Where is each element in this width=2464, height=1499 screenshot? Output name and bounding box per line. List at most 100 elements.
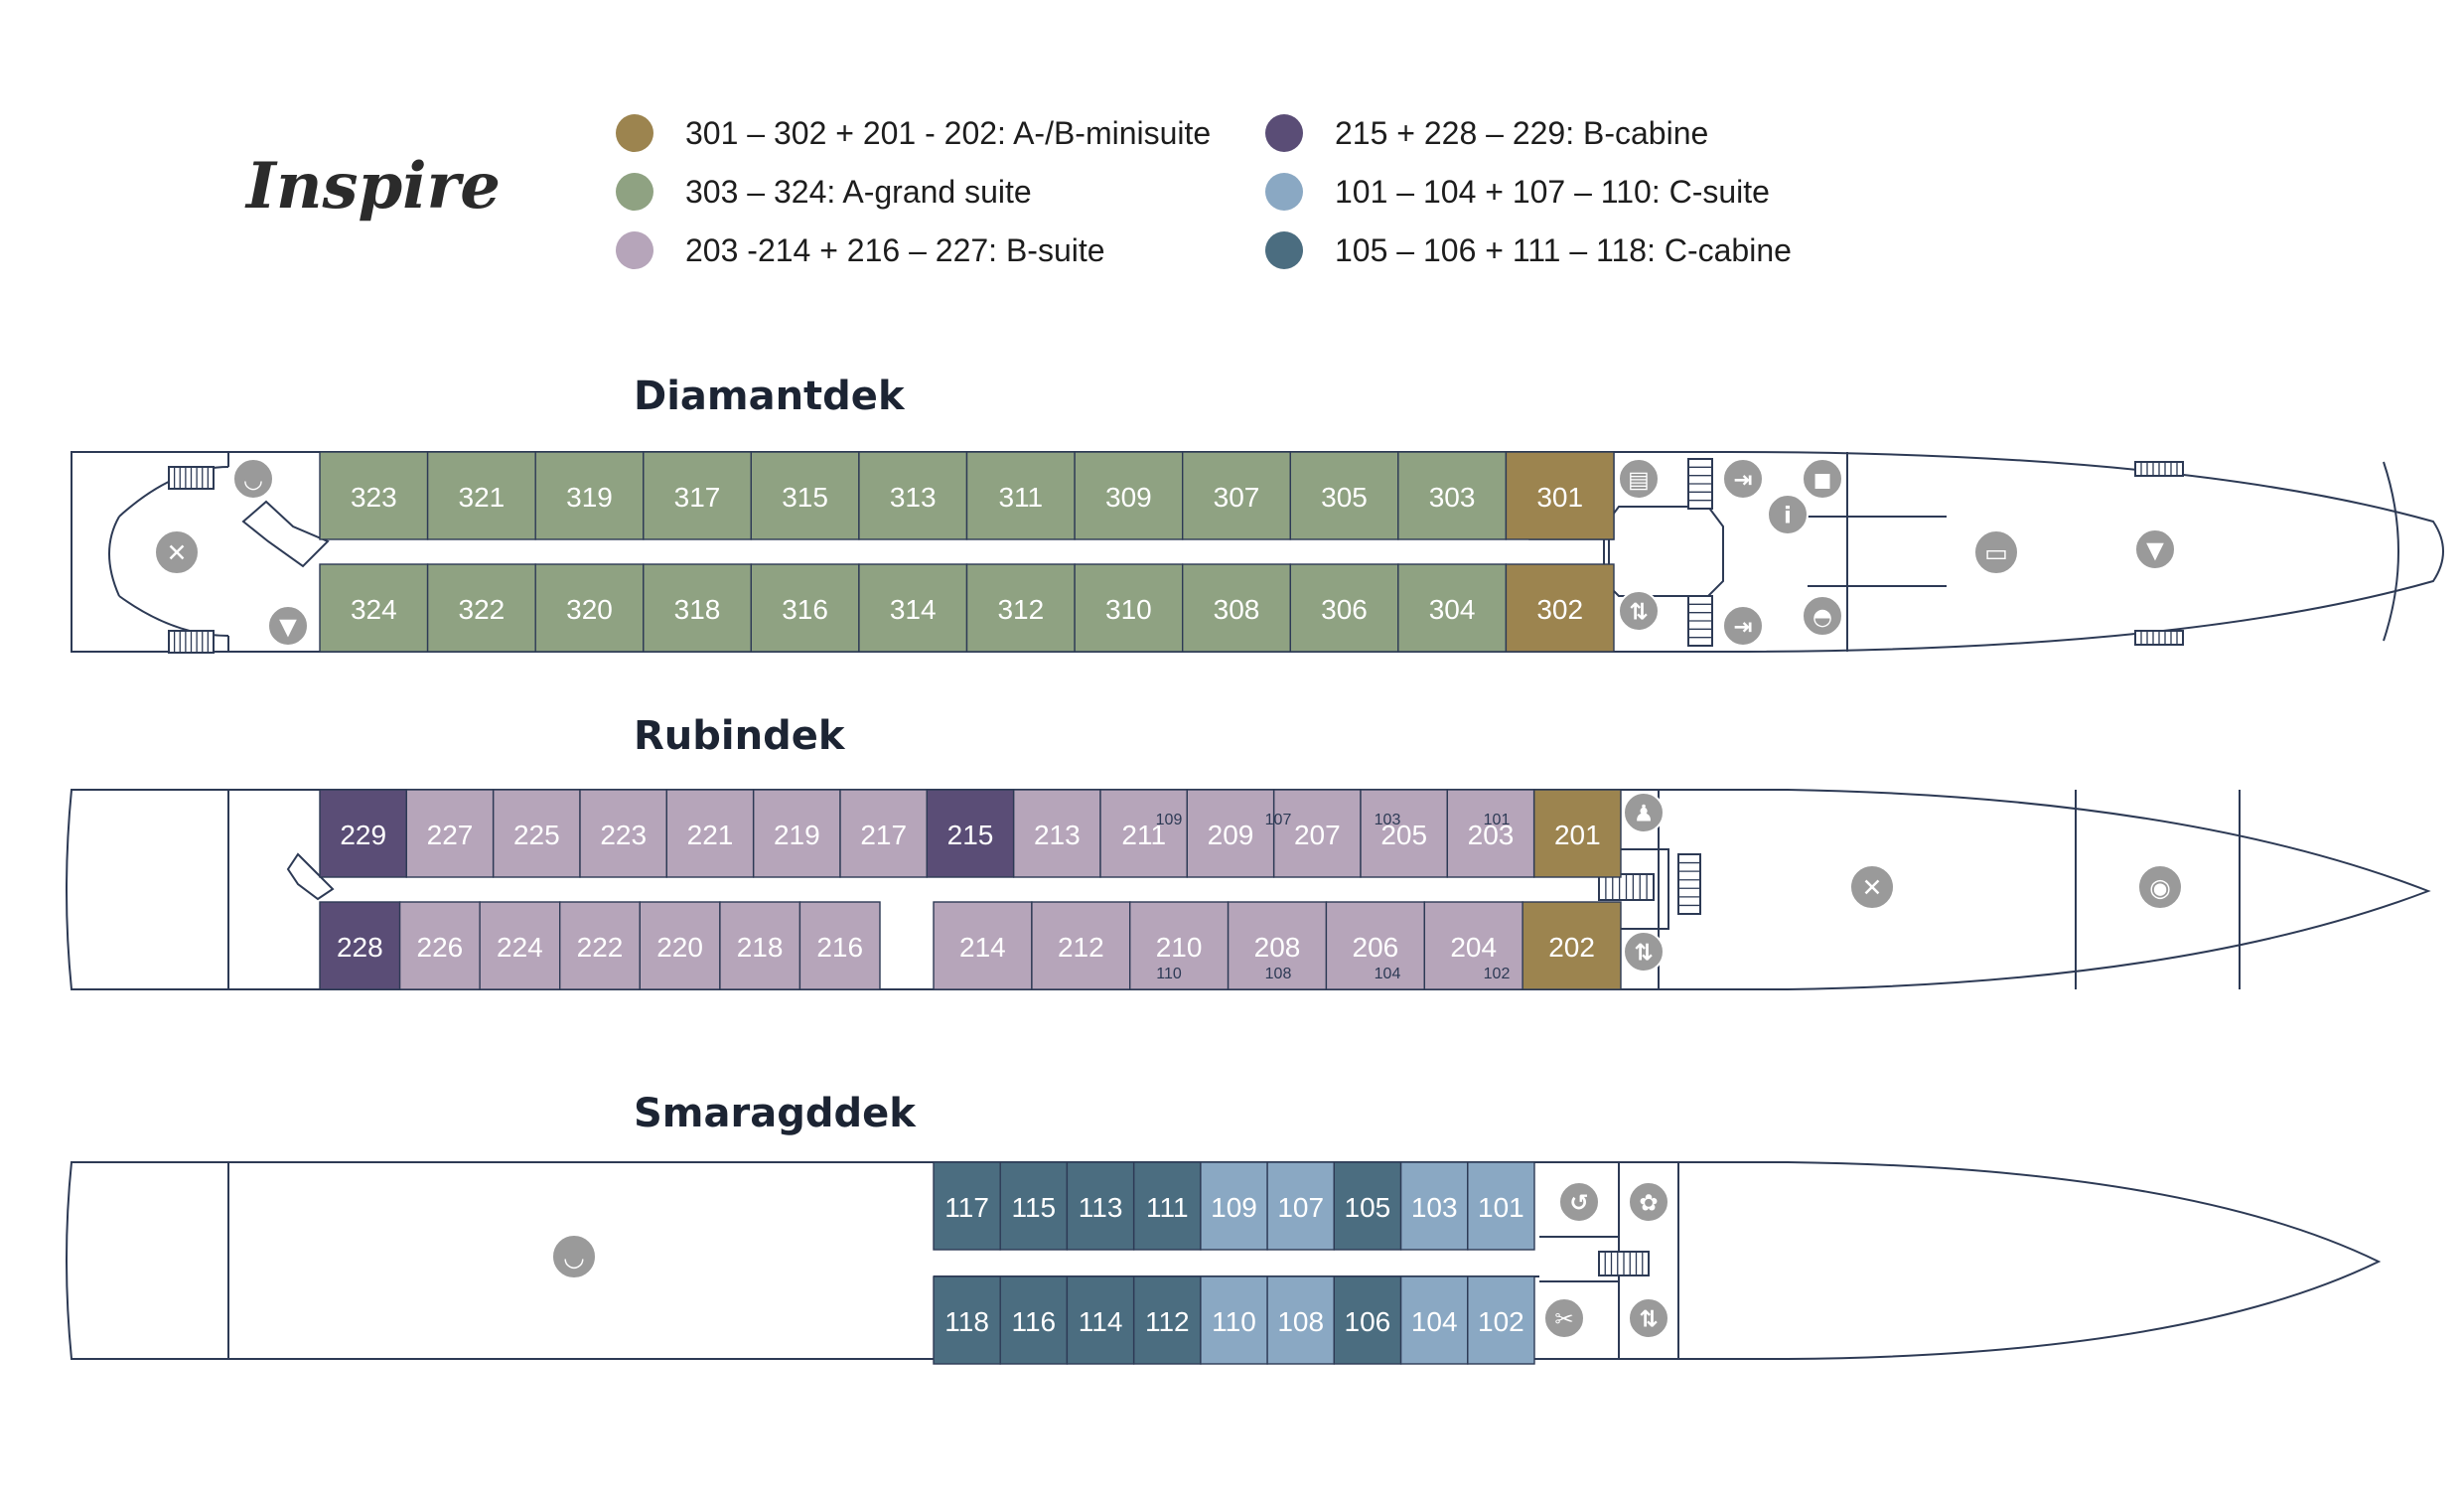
legend-swatch: [1265, 231, 1303, 269]
stairs: [2134, 630, 2184, 646]
bowl-icon-glyph: ◡: [244, 467, 262, 493]
restroom-icon-glyph: ♟: [1634, 801, 1655, 826]
legend-label: 101 – 104 + 107 – 110: C-suite: [1335, 173, 1770, 210]
cabin-106: 106: [1333, 1275, 1402, 1365]
stairs-frame: [1677, 853, 1701, 915]
cabin-number: 115: [1011, 1192, 1056, 1223]
library-icon: ▤: [1618, 458, 1660, 500]
restaurant-icon: ✕: [154, 529, 200, 575]
cabin-101: 101: [1467, 1161, 1535, 1251]
cabin-103: 103: [1399, 1161, 1469, 1251]
cabin-210: 210: [1128, 901, 1230, 990]
cabin-number: 310: [1105, 594, 1152, 625]
bowl-icon-bg: [551, 1234, 597, 1279]
stairs: [1598, 1251, 1650, 1276]
cabin-number: 225: [513, 820, 560, 850]
cabin-number: 112: [1145, 1306, 1190, 1337]
cabin-number: 317: [674, 482, 721, 513]
cabin-201: 201: [1532, 789, 1622, 878]
cabin-202: 202: [1522, 901, 1622, 990]
cabin-block: [1505, 451, 1615, 540]
cocktail-icon-bg: [2134, 528, 2176, 570]
cabin-block: [798, 901, 881, 990]
exit-icon-bg: [1722, 605, 1764, 647]
restaurant-icon-glyph: ✕: [167, 538, 188, 567]
cabin-block: [1132, 1161, 1202, 1251]
spa-lotus-icon-glyph: ✿: [1639, 1190, 1658, 1216]
salon-scissors-icon-bg: [1543, 1297, 1585, 1339]
cabin-229: 229: [319, 789, 408, 878]
cabin-107: 107: [1266, 1161, 1335, 1251]
restaurant-icon-bg: [154, 529, 200, 575]
stair-tag: 109: [1156, 812, 1183, 828]
cabin-number: 309: [1105, 482, 1152, 513]
shop-icon: ◼: [1802, 458, 1843, 500]
cabin-number: 302: [1536, 594, 1583, 625]
cabin-218: 218: [719, 901, 801, 990]
cabin-211: 211: [1099, 789, 1189, 878]
cabin-302: 302: [1505, 563, 1615, 653]
cabin-number: 226: [417, 932, 464, 963]
cabin-108: 108: [1266, 1275, 1335, 1365]
deck-structure-line: [2383, 461, 2399, 642]
library-icon-bg: [1618, 458, 1660, 500]
cabin-block: [933, 901, 1033, 990]
legend-label: 301 – 302 + 201 - 202: A-/B-minisuite: [685, 114, 1212, 151]
cabin-323: 323: [319, 451, 429, 540]
diamantdek-hull: [71, 451, 2444, 653]
cabin-216: 216: [798, 901, 881, 990]
cabin-number: 101: [1478, 1192, 1524, 1223]
deck-title-rubindek: Rubindek: [634, 713, 845, 759]
cocktail-icon: ▼: [267, 605, 309, 647]
cabin-309: 309: [1074, 451, 1184, 540]
cabin-block: [750, 563, 860, 653]
cabin-block: [1227, 901, 1328, 990]
cabin-number: 324: [351, 594, 397, 625]
cabin-220: 220: [639, 901, 721, 990]
reception-bell-icon-glyph: ◓: [1812, 604, 1832, 630]
cabin-block: [534, 563, 645, 653]
cabin-number: 312: [997, 594, 1044, 625]
info-icon: i: [1767, 494, 1809, 535]
cabin-number: 306: [1321, 594, 1368, 625]
cabin-number: 201: [1554, 820, 1601, 850]
cabin-314: 314: [858, 563, 968, 653]
cabin-block: [1272, 789, 1362, 878]
cabin-number: 217: [860, 820, 907, 850]
cabin-block: [426, 563, 536, 653]
cabin-block: [398, 901, 481, 990]
cabin-block: [858, 563, 968, 653]
cabin-208: 208: [1227, 901, 1328, 990]
cabin-number: 227: [427, 820, 474, 850]
stairs: [1677, 853, 1701, 915]
cabin-block: [1333, 1161, 1402, 1251]
spa-lotus-icon-bg: [1628, 1181, 1669, 1223]
cabin-number: 103: [1411, 1192, 1458, 1223]
cabin-block: [1333, 1275, 1402, 1365]
cabin-number: 216: [816, 932, 863, 963]
cabin-number: 219: [774, 820, 820, 850]
cabin-number: 308: [1214, 594, 1260, 625]
cabin-number: 215: [947, 820, 994, 850]
cabin-block: [1397, 563, 1508, 653]
elevator-icon-glyph: ⇅: [1639, 1306, 1658, 1332]
stairs-diagonal: [286, 852, 335, 901]
cabin-block: [426, 451, 536, 540]
exit-icon-glyph: ⇥: [1733, 614, 1752, 640]
legend-label: 215 + 228 – 229: B-cabine: [1335, 114, 1709, 151]
cabin-block: [933, 1161, 1001, 1251]
cabin-number: 111: [1146, 1192, 1189, 1223]
cabin-number: 109: [1211, 1192, 1257, 1223]
cabin-block: [1446, 789, 1535, 878]
cabin-block: [1200, 1161, 1268, 1251]
chef-icon: ◉: [2137, 864, 2183, 910]
cabin-block: [1181, 451, 1291, 540]
cabin-228: 228: [319, 901, 401, 990]
cabin-number: 214: [959, 932, 1006, 963]
cabin-317: 317: [643, 451, 753, 540]
legend-swatch: [616, 114, 653, 152]
cabin-number: 323: [351, 482, 397, 513]
cabin-block: [1467, 1161, 1535, 1251]
cabin-number: 322: [459, 594, 506, 625]
